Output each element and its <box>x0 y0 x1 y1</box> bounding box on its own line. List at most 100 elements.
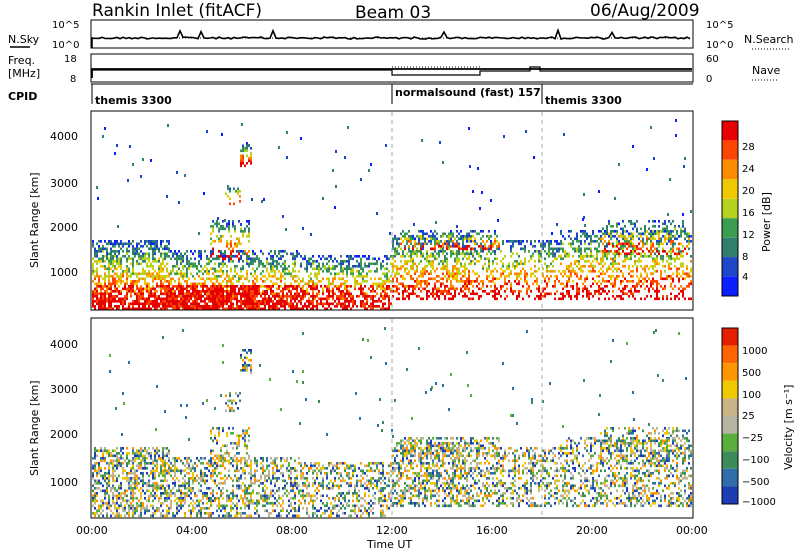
data-cell <box>520 278 522 281</box>
data-cell <box>236 250 238 253</box>
data-cell <box>670 268 672 271</box>
data-cell <box>622 275 624 278</box>
data-cell <box>218 285 220 288</box>
data-cell <box>526 240 528 243</box>
data-cell <box>426 233 428 236</box>
data-cell <box>186 263 188 266</box>
data-cell <box>526 283 528 286</box>
data-cell <box>576 275 578 278</box>
data-cell <box>170 295 172 298</box>
data-cell <box>430 248 432 251</box>
data-cell <box>264 295 266 298</box>
data-cell <box>210 243 212 246</box>
data-cell <box>524 248 526 251</box>
data-cell <box>330 303 332 306</box>
data-cell <box>560 283 562 286</box>
data-cell <box>480 258 482 261</box>
data-cell <box>94 487 96 490</box>
data-cell <box>344 280 346 283</box>
data-cell <box>166 195 168 198</box>
data-cell <box>408 293 410 296</box>
data-cell <box>322 305 324 308</box>
data-cell <box>142 295 144 298</box>
data-cell <box>588 290 590 293</box>
data-cell <box>142 255 144 258</box>
data-cell <box>122 250 124 253</box>
freq-label-line1: Freq. <box>8 54 35 67</box>
data-cell <box>244 150 246 153</box>
data-cell <box>432 248 434 251</box>
data-cell <box>466 280 468 283</box>
data-cell <box>296 253 298 256</box>
data-cell <box>562 250 564 253</box>
data-cell <box>160 298 162 301</box>
data-cell <box>276 305 278 308</box>
data-cell <box>448 248 450 251</box>
data-cell <box>470 260 472 263</box>
colorbar-swatch <box>722 179 738 198</box>
data-cell <box>406 263 408 266</box>
data-cell <box>234 290 236 293</box>
data-cell <box>460 265 462 268</box>
data-cell <box>296 293 298 296</box>
data-cell <box>346 268 348 271</box>
data-cell <box>152 243 154 246</box>
data-cell <box>126 260 128 263</box>
data-cell <box>150 245 152 248</box>
data-cell <box>132 288 134 291</box>
data-cell <box>398 268 400 271</box>
data-cell <box>462 275 464 278</box>
data-cell <box>116 457 118 460</box>
data-cell <box>184 303 186 306</box>
data-cell <box>366 275 368 278</box>
data-cell <box>254 253 256 256</box>
data-cell <box>690 298 692 301</box>
data-cell <box>318 270 320 273</box>
data-cell <box>180 285 182 288</box>
data-cell <box>604 253 606 256</box>
data-cell <box>280 280 282 283</box>
data-cell <box>136 283 138 286</box>
data-cell <box>316 285 318 288</box>
data-cell <box>362 295 364 298</box>
cpid-segment-2: normalsound (fast) 157 <box>395 86 541 99</box>
data-cell <box>194 263 196 266</box>
data-cell <box>604 298 606 301</box>
data-cell <box>276 295 278 298</box>
data-cell <box>112 487 114 490</box>
data-cell <box>214 275 216 278</box>
data-cell <box>154 303 156 306</box>
data-cell <box>190 288 192 291</box>
colorbar-swatch <box>722 140 738 159</box>
data-cell <box>610 243 612 246</box>
data-cell <box>164 258 166 261</box>
data-cell <box>144 255 146 258</box>
data-cell <box>662 258 664 261</box>
data-cell <box>188 290 190 293</box>
data-cell <box>468 127 470 130</box>
data-cell <box>229 203 231 206</box>
data-cell <box>402 235 404 238</box>
data-cell <box>116 507 118 510</box>
data-cell <box>158 275 160 278</box>
data-cell <box>516 253 518 256</box>
data-cell <box>630 290 632 293</box>
data-cell <box>682 225 684 228</box>
data-cell <box>224 253 226 256</box>
data-cell <box>552 265 554 268</box>
data-cell <box>100 450 102 453</box>
data-cell <box>248 160 250 163</box>
data-cell <box>652 230 654 233</box>
data-cell <box>216 305 218 308</box>
data-cell <box>230 270 232 273</box>
data-cell <box>424 280 426 283</box>
data-cell <box>196 288 198 291</box>
data-cell <box>94 507 96 510</box>
freq-tick-top: 18 <box>64 54 77 65</box>
data-cell <box>608 253 610 256</box>
data-cell <box>656 293 658 296</box>
data-cell <box>162 303 164 306</box>
data-cell <box>188 298 190 301</box>
data-cell <box>586 275 588 278</box>
data-cell <box>310 285 312 288</box>
